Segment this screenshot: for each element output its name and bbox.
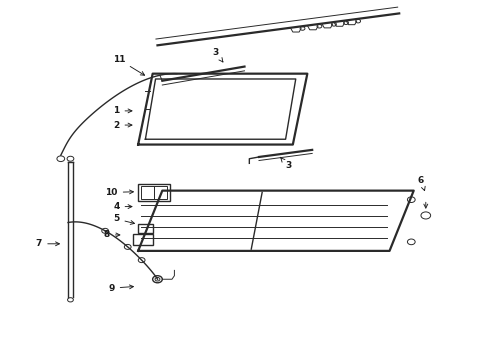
Text: 7: 7	[36, 239, 60, 248]
Text: 9: 9	[108, 284, 133, 293]
Text: 6: 6	[417, 176, 424, 190]
Text: 1: 1	[113, 107, 132, 116]
Bar	[133, 234, 152, 245]
Text: 4: 4	[113, 202, 132, 211]
Bar	[154, 186, 167, 199]
Text: 5: 5	[113, 215, 134, 224]
Bar	[138, 224, 152, 233]
Text: 10: 10	[105, 188, 133, 197]
Text: 3: 3	[280, 157, 290, 170]
Text: 3: 3	[212, 48, 223, 62]
Text: 11: 11	[112, 55, 144, 75]
Text: 8: 8	[103, 230, 120, 239]
Bar	[140, 186, 153, 199]
Bar	[138, 184, 169, 201]
Text: 2: 2	[113, 121, 132, 130]
